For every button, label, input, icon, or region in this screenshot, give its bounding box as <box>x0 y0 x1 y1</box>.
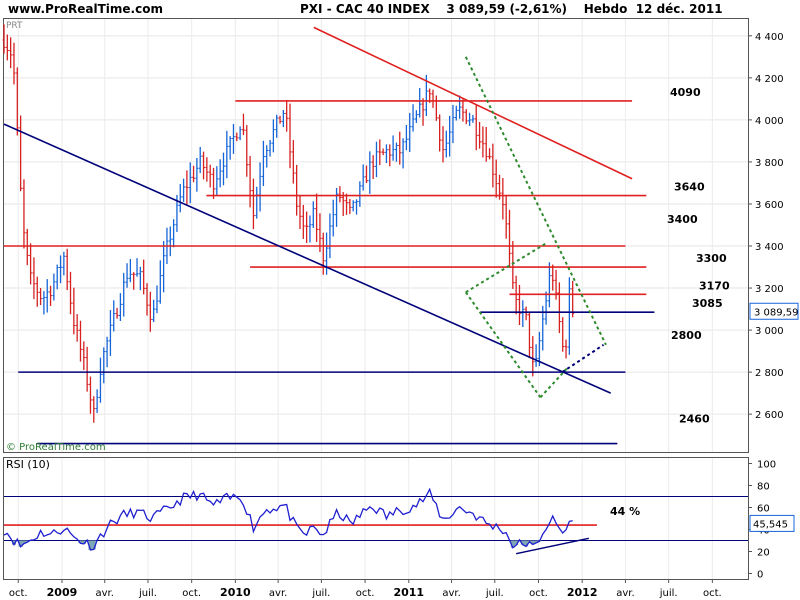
rsi-last-value-box <box>749 514 795 532</box>
site-url: www.ProRealTime.com <box>8 2 163 16</box>
level-label-2800: 2800 <box>671 329 702 342</box>
xtick-label: oct. <box>703 588 722 599</box>
xtick-label: juil. <box>659 588 678 599</box>
price-ytick-label: 3 600 <box>755 200 784 211</box>
rsi-ytick-label: 20 <box>757 548 770 559</box>
last-price-box <box>749 302 799 320</box>
price-bars <box>2 24 575 423</box>
level-label-2460: 2460 <box>679 413 710 426</box>
rsi-grid <box>17 458 713 579</box>
red-downtrend-line <box>313 26 633 180</box>
rsi-line <box>3 487 573 551</box>
level-label-3085: 3085 <box>692 297 723 310</box>
xtick-label: juil. <box>138 588 157 599</box>
rsi-level-label: 44 % <box>610 505 640 518</box>
xtick-label: avr. <box>442 588 460 599</box>
xtick-label: juil. <box>485 588 504 599</box>
rsi-ytick-label: 100 <box>757 460 776 471</box>
level-label-3400: 3400 <box>667 213 698 226</box>
last-price-label: 3 089,59 <box>754 307 799 318</box>
xtick-label: 2012 <box>567 586 598 599</box>
xtick-label: oct. <box>529 588 548 599</box>
rsi-panel-label: RSI (10) <box>6 458 50 471</box>
level-label-3640: 3640 <box>674 181 705 194</box>
price-grid <box>4 19 748 452</box>
xtick-label: oct. <box>9 588 28 599</box>
watermark: © ProRealTime.com <box>6 442 106 453</box>
chart-header-title: PXI - CAC 40 INDEX 3 089,59 (-2,61%) Heb… <box>300 2 723 16</box>
level-label-4090: 4090 <box>670 86 701 99</box>
price-ytick-label: 4 200 <box>755 74 784 85</box>
green-channel-top-line <box>464 56 607 346</box>
xtick-label: 2011 <box>393 586 424 599</box>
price-overlay-lines <box>3 26 655 445</box>
price-ytick-label: 2 600 <box>755 410 784 421</box>
price-ytick-label: 3 200 <box>755 284 784 295</box>
rsi-ytick-label: 0 <box>757 570 763 581</box>
xtick-label: avr. <box>96 588 114 599</box>
rsi-trend-line <box>515 537 589 555</box>
price-ytick-label: 4 400 <box>755 32 784 43</box>
axes: 2 600 2 800 3 000 3 200 3 400 3 600 3 800 4 000… <box>9 32 799 599</box>
price-ytick-label: 3 800 <box>755 158 784 169</box>
level-label-3300: 3300 <box>696 252 727 265</box>
price-ytick-label: 3 400 <box>755 242 784 253</box>
xtick-label: avr. <box>616 588 634 599</box>
xtick-label: avr. <box>269 588 287 599</box>
annotation-labels: 4090 3640 3400 3300 3170 3085 2800 2460 44 % <box>610 86 730 518</box>
level-label-3170: 3170 <box>699 279 730 292</box>
blue-dotted-line <box>561 343 605 373</box>
xtick-label: oct. <box>356 588 375 599</box>
price-ytick-label: 3 000 <box>755 326 784 337</box>
corner-tag: PRT <box>6 21 23 31</box>
rsi-panel-frame <box>3 457 749 580</box>
xtick-label: 2010 <box>220 586 251 599</box>
xtick-label: juil. <box>311 588 330 599</box>
rsi-ytick-label: 80 <box>757 482 770 493</box>
price-panel-frame <box>3 18 749 453</box>
price-ytick-label: 4 000 <box>755 116 784 127</box>
rsi-ytick-label: 60 <box>757 504 770 515</box>
xtick-label: oct. <box>182 588 201 599</box>
rsi-series <box>3 487 748 555</box>
green-inner-bottom-line <box>539 367 569 399</box>
price-ytick-label: 2 800 <box>755 368 784 379</box>
rsi-last-value-label: 45,545 <box>753 519 788 530</box>
xtick-label: 2009 <box>47 586 78 599</box>
blue-downtrend-line <box>3 123 612 394</box>
